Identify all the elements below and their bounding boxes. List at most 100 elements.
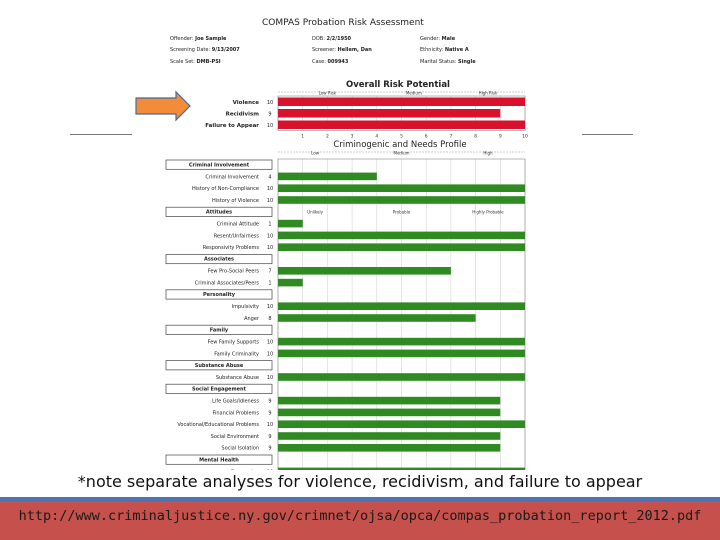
risk-category-label: Violence xyxy=(233,100,260,106)
needs-value-label: 9 xyxy=(268,399,271,405)
needs-bar xyxy=(278,467,525,470)
field-label: Scale Set: xyxy=(170,59,195,65)
top-left-rule xyxy=(70,134,132,135)
risk-bar xyxy=(278,120,525,129)
needs-item-label: History of Violence xyxy=(212,198,259,204)
needs-bar xyxy=(278,337,525,346)
needs-value-label: 9 xyxy=(268,446,271,452)
top-right-rule xyxy=(582,134,633,135)
risk-tick-label: 8 xyxy=(474,134,477,140)
needs-value-label: 1 xyxy=(268,222,271,228)
offender-field: Offender: Joe Sample xyxy=(170,36,226,42)
field-label: DOB: xyxy=(312,36,325,42)
group-header-label: Mental Health xyxy=(199,457,239,463)
source-url: http://www.criminaljustice.ny.gov/crimne… xyxy=(18,508,702,524)
needs-value-label: 10 xyxy=(267,233,273,239)
needs-item-label: Few Family Supports xyxy=(208,340,260,346)
group-header-box xyxy=(165,206,273,217)
footer-bar xyxy=(0,502,720,540)
annotation-arrow-icon xyxy=(135,90,191,122)
risk-tick-label: 2 xyxy=(326,134,329,140)
screener-field: Screener: Hellem, Dan xyxy=(312,47,372,53)
needs-bar xyxy=(278,196,525,204)
needs-band-label: Medium xyxy=(394,151,410,156)
footnote: *note separate analyses for violence, re… xyxy=(77,472,643,491)
needs-item-label: Responsivity Problems xyxy=(203,245,260,251)
needs-item-label: Substance Abuse xyxy=(216,375,259,381)
risk-chart-title: Overall Risk Potential xyxy=(346,80,450,90)
needs-bar xyxy=(278,219,303,228)
risk-bar xyxy=(278,97,525,106)
risk-band-label: Low Risk xyxy=(319,91,337,96)
needs-value-label: 10 xyxy=(267,469,273,470)
field-label: Marital Status: xyxy=(420,59,457,65)
group-header-label: Social Engagement xyxy=(192,387,247,393)
needs-value-label: 4 xyxy=(268,174,271,180)
gender-field: Gender: Male xyxy=(420,36,455,42)
group-header-label: Associates xyxy=(204,257,234,263)
group-header-box xyxy=(165,159,273,170)
ethnicity-field: Ethnicity: Native A xyxy=(420,47,469,53)
needs-value-label: 10 xyxy=(267,340,273,346)
needs-item-label: Criminal Associates/Peers xyxy=(195,281,260,287)
blue-band xyxy=(0,497,720,502)
group-header-box xyxy=(165,360,273,371)
needs-value-label: 9 xyxy=(268,410,271,416)
field-value: DMB-PSI xyxy=(196,59,221,65)
field-value: 2/2/1950 xyxy=(326,36,352,42)
field-label: Gender: xyxy=(420,36,441,42)
needs-item-label: Depression xyxy=(231,469,259,470)
scale-set-field: Scale Set: DMB-PSI xyxy=(170,59,221,65)
needs-value-label: 10 xyxy=(267,304,273,310)
risk-tick-label: 7 xyxy=(449,134,452,140)
needs-bar xyxy=(278,420,525,428)
needs-chart-title: Criminogenic and Needs Profile xyxy=(333,140,466,150)
needs-bar xyxy=(278,172,377,181)
group-header-label: Criminal Involvement xyxy=(189,162,250,168)
needs-bar xyxy=(278,373,525,381)
needs-bar xyxy=(278,231,525,240)
needs-bar xyxy=(278,302,525,310)
needs-bar xyxy=(278,184,525,192)
risk-tick-label: 6 xyxy=(425,134,428,140)
needs-item-label: Impulsivity xyxy=(232,304,259,310)
needs-item-label: History of Non-Compliance xyxy=(192,186,259,192)
risk-tick-label: 3 xyxy=(351,134,354,140)
needs-band-label-2: Probable xyxy=(393,210,411,215)
group-header-box xyxy=(165,324,273,335)
needs-item-label: Life Goals/Idleness xyxy=(212,399,259,405)
needs-value-label: 10 xyxy=(267,351,273,357)
group-header-box xyxy=(165,383,273,394)
needs-item-label: Few Pro-Social Peers xyxy=(208,269,260,275)
screening-date-field: Screening Date: 9/13/2007 xyxy=(170,47,240,53)
needs-item-label: Financial Problems xyxy=(212,410,259,416)
field-value: Native A xyxy=(444,47,469,53)
needs-value-label: 8 xyxy=(268,316,271,322)
risk-category-label: Recidivism xyxy=(226,112,260,118)
marital-status-field: Marital Status: Single xyxy=(420,59,476,65)
dob-field: DOB: 2/2/1950 xyxy=(312,36,351,42)
risk-tick-label: 10 xyxy=(522,134,528,140)
field-label: Ethnicity: xyxy=(420,47,444,53)
needs-bar xyxy=(278,444,501,452)
risk-band-label: Medium xyxy=(406,91,422,96)
group-header-box xyxy=(165,254,273,265)
group-header-label: Substance Abuse xyxy=(195,363,244,369)
needs-item-label: Anger xyxy=(244,316,260,322)
needs-value-label: 9 xyxy=(268,434,271,440)
group-header-label: Family xyxy=(210,328,229,334)
risk-value-label: 10 xyxy=(267,123,273,129)
needs-value-label: 7 xyxy=(268,269,271,275)
needs-value-label: 10 xyxy=(267,186,273,192)
field-value: Joe Sample xyxy=(195,36,227,42)
risk-tick-label: 5 xyxy=(400,134,403,140)
needs-band-label-2: Highly Probable xyxy=(472,210,504,215)
needs-band-label: Low xyxy=(311,151,320,156)
needs-bar xyxy=(278,278,303,287)
group-header-label: Personality xyxy=(203,292,236,298)
needs-value-label: 10 xyxy=(267,422,273,428)
field-value: Hellem, Dan xyxy=(337,47,372,53)
needs-bar xyxy=(278,314,476,322)
field-label: Offender: xyxy=(170,36,194,42)
needs-item-label: Social Isolation xyxy=(221,446,259,452)
